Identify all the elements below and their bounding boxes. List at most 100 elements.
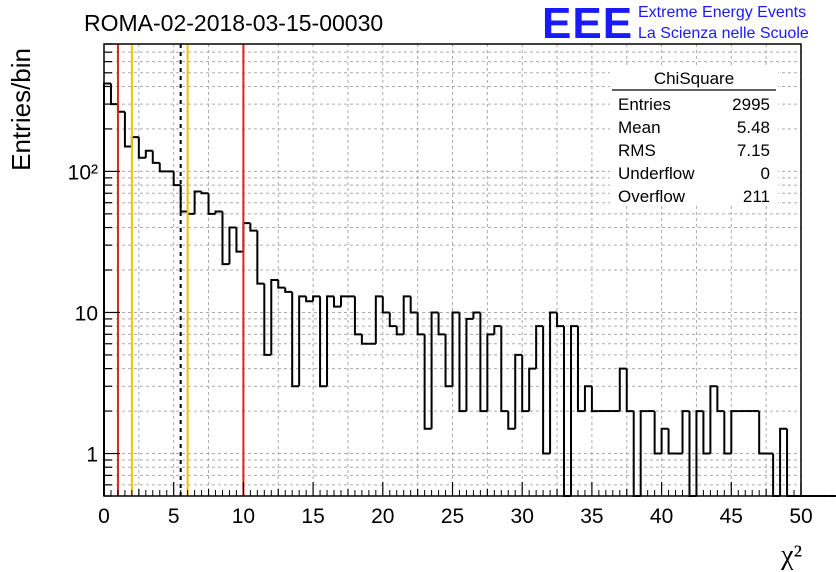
histogram-bar (444, 334, 453, 388)
histogram-bar (723, 411, 732, 455)
histogram-bar (256, 230, 265, 285)
x-tick-labels: 0 5 10 15 20 25 30 35 40 45 50 (98, 505, 813, 528)
histogram-bar (758, 411, 767, 455)
stats-label: Overflow (618, 187, 686, 206)
histogram-bar (312, 295, 321, 302)
histogram-bar (430, 311, 439, 429)
histogram-bar (381, 296, 390, 314)
histogram-bar (639, 410, 648, 496)
histogram-bar (716, 386, 725, 413)
histogram-bar (277, 279, 286, 289)
histogram-bar (653, 411, 662, 455)
histogram-bar (298, 295, 307, 387)
histogram-bar (786, 428, 795, 497)
histogram-bar (451, 311, 460, 387)
histogram-bar (339, 295, 348, 307)
histogram-bar (186, 211, 195, 215)
histogram-bar (660, 427, 669, 454)
histogram-bar (500, 326, 509, 413)
x-tick-label: 0 (98, 505, 110, 528)
histogram-bar (360, 334, 369, 345)
x-tick-label: 20 (371, 505, 394, 528)
x-tick-label: 45 (720, 505, 743, 528)
histogram-bar (249, 223, 258, 232)
histogram-bar (137, 137, 146, 159)
histogram-bar (521, 354, 530, 413)
histogram-bar (549, 311, 558, 454)
stats-value: 2995 (732, 95, 770, 114)
axis-ticks (103, 43, 802, 497)
stats-value: 211 (743, 187, 770, 206)
histogram-bar (353, 296, 362, 336)
stats-label: Mean (618, 118, 661, 137)
x-tick-label: 25 (441, 505, 464, 528)
y-tick-label: 1 (86, 444, 98, 467)
histogram-bar (123, 111, 132, 148)
histogram-bar (200, 191, 209, 195)
histogram-bar (416, 312, 425, 336)
histogram-bar (214, 210, 223, 214)
histogram-bar (702, 411, 711, 455)
stats-value: 0 (761, 164, 770, 183)
histogram-bar (130, 136, 139, 147)
stats-box-rows: Entries 2995 Mean 5.48 RMS 7.15 Underflow 0 Over… (618, 95, 770, 206)
histogram-bar (151, 150, 160, 164)
x-tick-label: 15 (301, 505, 324, 528)
histogram-bar (618, 367, 627, 412)
histogram-bar (263, 283, 272, 356)
histogram-bar (326, 295, 335, 387)
histogram-bar (319, 296, 328, 388)
stats-box: ChiSquare Entries 2995 Mean 5.48 RMS 7.15 Unde… (610, 66, 778, 206)
stats-label: Underflow (618, 164, 695, 183)
histogram-bar (374, 295, 383, 344)
histogram-bar (667, 428, 676, 455)
histogram-bar (472, 311, 481, 319)
stats-value: 7.15 (737, 141, 770, 160)
histogram-bar (583, 385, 592, 412)
histogram-bar (709, 385, 718, 454)
histogram-bar (625, 368, 634, 413)
histogram-bar (535, 325, 544, 369)
y-tick-label: 10² (68, 161, 98, 184)
stats-label: RMS (618, 141, 656, 160)
x-tick-label: 5 (168, 505, 180, 528)
histogram-bar (284, 287, 293, 293)
stats-value: 5.48 (737, 118, 770, 137)
histogram-bar (158, 162, 167, 173)
histogram-bar (556, 312, 565, 328)
y-tick-label: 10 (75, 302, 98, 325)
histogram-bar (486, 333, 495, 412)
histogram-bar (221, 211, 230, 266)
histogram-bar (576, 326, 585, 413)
grid (104, 43, 801, 497)
y-tick-labels: 1 10 10² (68, 161, 98, 466)
histogram-bar (235, 227, 244, 253)
stats-box-title: ChiSquare (654, 69, 734, 88)
x-tick-label: 10 (232, 505, 255, 528)
histogram-bar (395, 326, 404, 336)
x-tick-label: 40 (650, 505, 673, 528)
eee-logo-line1: Extreme Energy Events (638, 4, 807, 21)
histogram-bar (458, 312, 467, 413)
eee-logo: EEE Extreme Energy Events La Scienza nel… (542, 0, 832, 48)
histogram-bar (493, 325, 502, 335)
histogram-bar (779, 427, 788, 496)
histogram-bar (479, 312, 488, 413)
chart-title: ROMA-02-2018-03-15-00030 (84, 10, 384, 36)
eee-logo-line2: La Scienza nelle Scuole (638, 25, 809, 42)
eee-logo-mark: EEE (542, 0, 634, 48)
histogram-bar (402, 295, 411, 335)
x-tick-label: 30 (511, 505, 534, 528)
histogram-bar (388, 312, 397, 328)
x-axis-label: χ² (780, 540, 802, 571)
threshold-lines (116, 44, 245, 496)
histogram-bar (305, 296, 314, 303)
histogram-bar (103, 82, 111, 496)
histogram-bar (465, 317, 474, 412)
histogram-bar (207, 193, 216, 215)
y-axis-label: Entries/bin (6, 48, 36, 171)
histogram-bar (507, 411, 516, 430)
histogram-bar (542, 326, 551, 455)
histogram-bar (179, 185, 188, 213)
